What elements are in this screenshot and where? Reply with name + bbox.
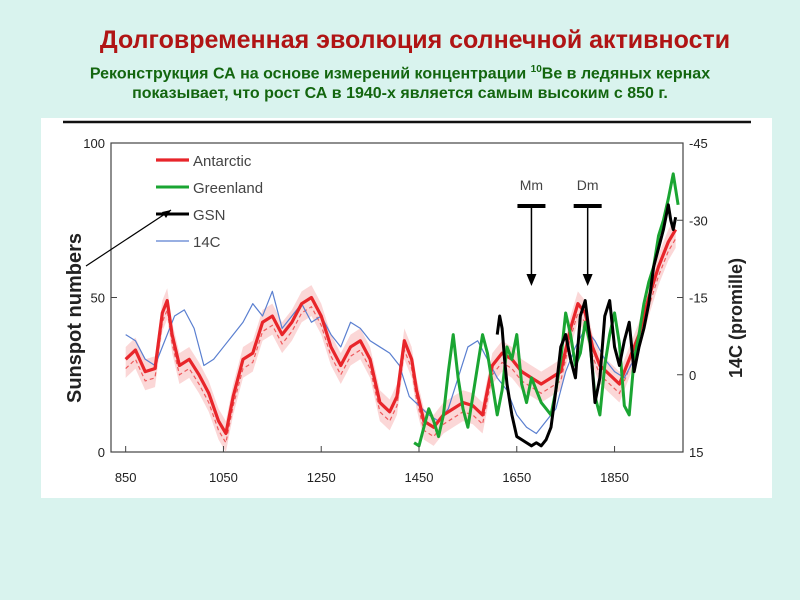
pointer-arrow <box>85 209 172 267</box>
y-tick-label: 0 <box>98 445 105 460</box>
y2-tick-label: -45 <box>689 136 708 151</box>
x-tick-label: 1450 <box>405 470 434 485</box>
antarctic-uncertainty-band <box>125 217 676 452</box>
y-tick-label: 50 <box>91 291 105 306</box>
x-axis: 850 1050 1250 1450 1650 1850 <box>115 446 629 485</box>
subtitle-line1-text: Реконструкция СА на основе измерений кон… <box>89 65 531 83</box>
subtitle-isotope-mass: 10 <box>530 64 542 75</box>
y2-tick-label: -15 <box>689 291 708 306</box>
annotations: Mm Dm <box>85 177 602 286</box>
legend-label: 14C <box>193 234 221 251</box>
annotation-label: Mm <box>520 177 543 193</box>
page-title: Долговременная эволюция солнечной активн… <box>99 26 731 54</box>
y2-tick-label: 15 <box>689 445 703 460</box>
sunspot-chart: 850 1050 1250 1450 1650 1850 0 50 100 -45 -30 -15… <box>63 120 751 485</box>
annotation-label: Dm <box>577 177 599 193</box>
page-subtitle: Реконструкция СА на основе измерений кон… <box>0 60 800 104</box>
x-tick-label: 1250 <box>307 470 336 485</box>
series-line-gsn <box>495 203 678 448</box>
subtitle-line2-text: показывает, что рост СА в 1940-х являетс… <box>132 85 668 103</box>
y-axis-right: -45 -30 -15 0 15 <box>677 136 708 460</box>
uncertainty-band <box>125 217 677 452</box>
legend-label: GSN <box>193 207 226 224</box>
y-tick-label: 100 <box>83 136 105 151</box>
x-tick-label: 1850 <box>600 470 629 485</box>
legend-label: Antarctic <box>193 153 252 170</box>
x-tick-label: 1050 <box>209 470 238 485</box>
x-tick-label: 1650 <box>502 470 531 485</box>
y-axis-label: Sunspot numbers <box>64 233 86 403</box>
legend-label: Greenland <box>193 180 263 197</box>
y2-tick-label: 0 <box>689 368 696 383</box>
annotation-arrowhead <box>582 274 593 286</box>
subtitle-line1-rest: Be в ледяных кернах <box>541 65 711 83</box>
y2-axis-label: 14C (promille) <box>726 258 746 378</box>
legend: Antarctic Greenland GSN 14C <box>156 153 263 251</box>
x-tick-label: 850 <box>115 470 137 485</box>
chart-panel: 850 1050 1250 1450 1650 1850 0 50 100 -45 -30 -15… <box>41 118 772 498</box>
annotation-arrowhead <box>526 274 537 286</box>
y-axis-left: 0 50 100 <box>83 136 117 460</box>
series-layer <box>124 172 680 448</box>
series-line-antarctic <box>124 228 678 436</box>
pointer-arrowhead <box>162 210 171 218</box>
y2-tick-label: -30 <box>689 213 708 228</box>
series-line-14c <box>125 290 635 435</box>
